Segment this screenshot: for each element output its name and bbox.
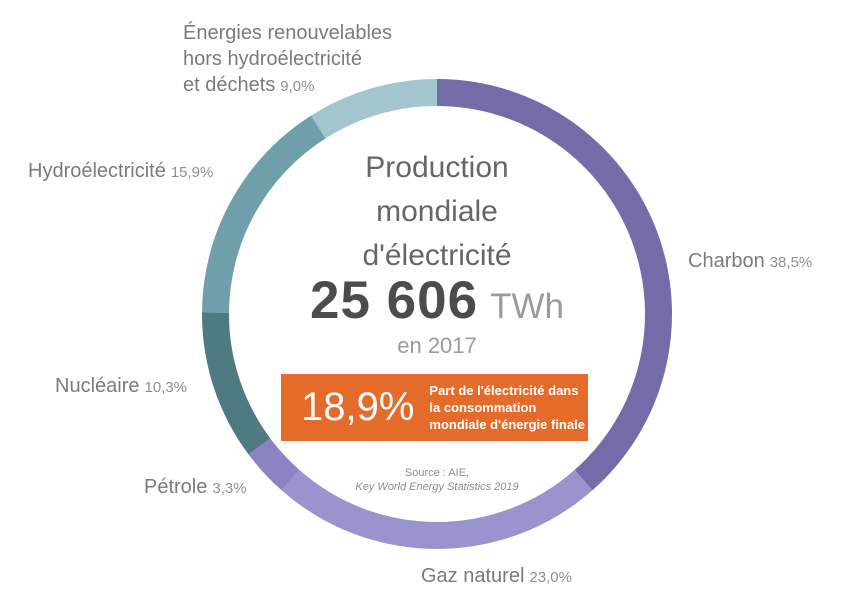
pct-gaz-naturel: 23,0% [529,569,572,586]
donut-segment-3 [201,312,271,455]
donut-segment-4 [202,115,326,313]
callout-description: Part de l'électricité dans la consommati… [429,383,585,432]
source-note: Source : AIE, Key World Energy Statistic… [317,466,557,494]
pct-petrole: 3,3% [212,480,247,497]
label-charbon: Charbon 38,5% [688,250,813,272]
total-value: 25 606 [310,271,479,330]
donut-segment-0 [437,78,673,491]
donut-segment-1 [281,470,593,550]
pct-nucleaire: 10,3% [144,379,188,396]
label-renewables-line1: Énergies renouvelables [183,22,393,44]
total-value-row: 25 606 TWh [237,270,637,331]
total-unit: TWh [490,287,564,326]
source-line1: Source : AIE, [404,467,470,479]
pct-charbon: 38,5% [769,254,813,271]
chart-title: Production mondiale d'électricité [362,151,512,272]
electricity-share-callout: 18,9% Part de l'électricité dans la cons… [281,374,588,441]
label-petrole: Pétrole 3,3% [144,476,247,498]
label-nucleaire: Nucléaire 10,3% [55,375,188,397]
donut-segment-5 [311,78,437,139]
label-hydroelectricite: Hydroélectricité 15,9% [28,160,214,182]
year-label: en 2017 [397,333,477,358]
pct-hydroelectricite: 15,9% [170,164,214,181]
donut-segment-2 [248,438,300,491]
pct-renewables: 9,0% [280,78,315,95]
label-renewables: Énergies renouvelables hors hydroélectri… [183,20,392,100]
callout-percentage: 18,9% [301,385,415,429]
source-line2: Key World Energy Statistics 2019 [355,481,519,493]
label-renewables-line3: et déchets 9,0% [183,74,315,96]
label-gaz-naturel: Gaz naturel 23,0% [421,565,572,587]
label-renewables-line2: hors hydroélectricité [183,48,362,70]
